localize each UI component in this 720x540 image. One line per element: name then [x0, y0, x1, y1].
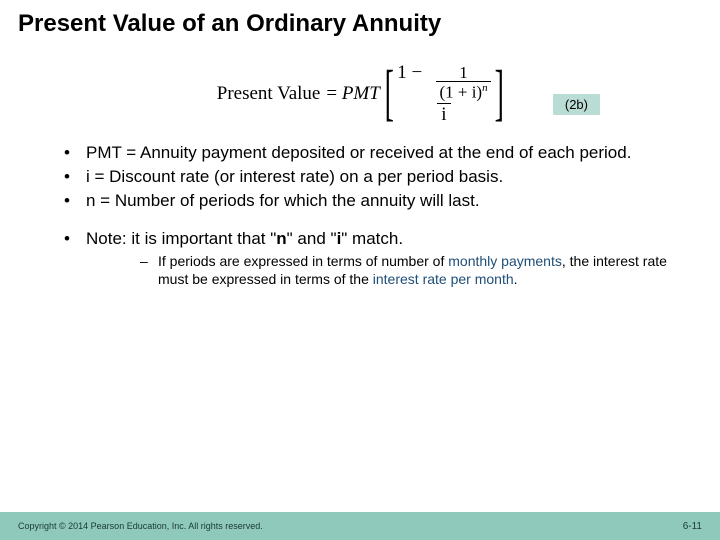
- sub-a: If periods are expressed in terms of num…: [158, 253, 448, 269]
- equation-label: (2b): [553, 94, 600, 115]
- formula-lhs: Present Value: [217, 83, 321, 105]
- body-content: PMT = Annuity payment deposited or recei…: [0, 136, 720, 289]
- pv-formula: Present Value = PMT [ 1 − 1 (1 + i)n i ]: [217, 62, 504, 126]
- formula-region: Present Value = PMT [ 1 − 1 (1 + i)n i ]…: [0, 44, 720, 136]
- note-mid: " and ": [287, 229, 337, 248]
- bullet-note: Note: it is important that "n" and "i" m…: [40, 228, 680, 288]
- note-list: Note: it is important that "n" and "i" m…: [40, 228, 680, 288]
- footer-bar: Copyright © 2014 Pearson Education, Inc.…: [0, 512, 720, 540]
- slide-title: Present Value of an Ordinary Annuity: [0, 0, 720, 44]
- inner-fraction: 1 (1 + i)n: [436, 64, 490, 102]
- page-number: 6-11: [683, 521, 702, 532]
- note-n: n: [276, 229, 286, 248]
- bullet-i: i = Discount rate (or interest rate) on …: [40, 166, 680, 188]
- bullet-n: n = Number of periods for which the annu…: [40, 190, 680, 212]
- note-prefix: Note: it is important that ": [86, 229, 276, 248]
- inner-den-base: (1 + i): [439, 83, 482, 102]
- note-suffix: " match.: [341, 229, 403, 248]
- inner-den-exp: n: [482, 82, 488, 94]
- sub-c: .: [514, 271, 518, 287]
- sub-link-monthly: monthly payments: [448, 253, 562, 269]
- copyright-text: Copyright © 2014 Pearson Education, Inc.…: [18, 521, 263, 531]
- left-bracket: [: [384, 69, 393, 119]
- inner-numerator: 1: [459, 64, 468, 81]
- main-fraction: 1 − 1 (1 + i)n i: [393, 62, 494, 126]
- sub-note-list: If periods are expressed in terms of num…: [86, 252, 680, 288]
- sub-link-rate: interest rate per month: [373, 271, 514, 287]
- formula-pmt: PMT: [342, 83, 380, 105]
- definition-list: PMT = Annuity payment deposited or recei…: [40, 142, 680, 212]
- equals-sign: =: [326, 83, 337, 105]
- outer-denominator: i: [437, 103, 450, 126]
- right-bracket: ]: [494, 69, 503, 119]
- bullet-pmt: PMT = Annuity payment deposited or recei…: [40, 142, 680, 164]
- sub-note: If periods are expressed in terms of num…: [86, 252, 680, 288]
- outer-num-prefix: 1 −: [397, 62, 422, 83]
